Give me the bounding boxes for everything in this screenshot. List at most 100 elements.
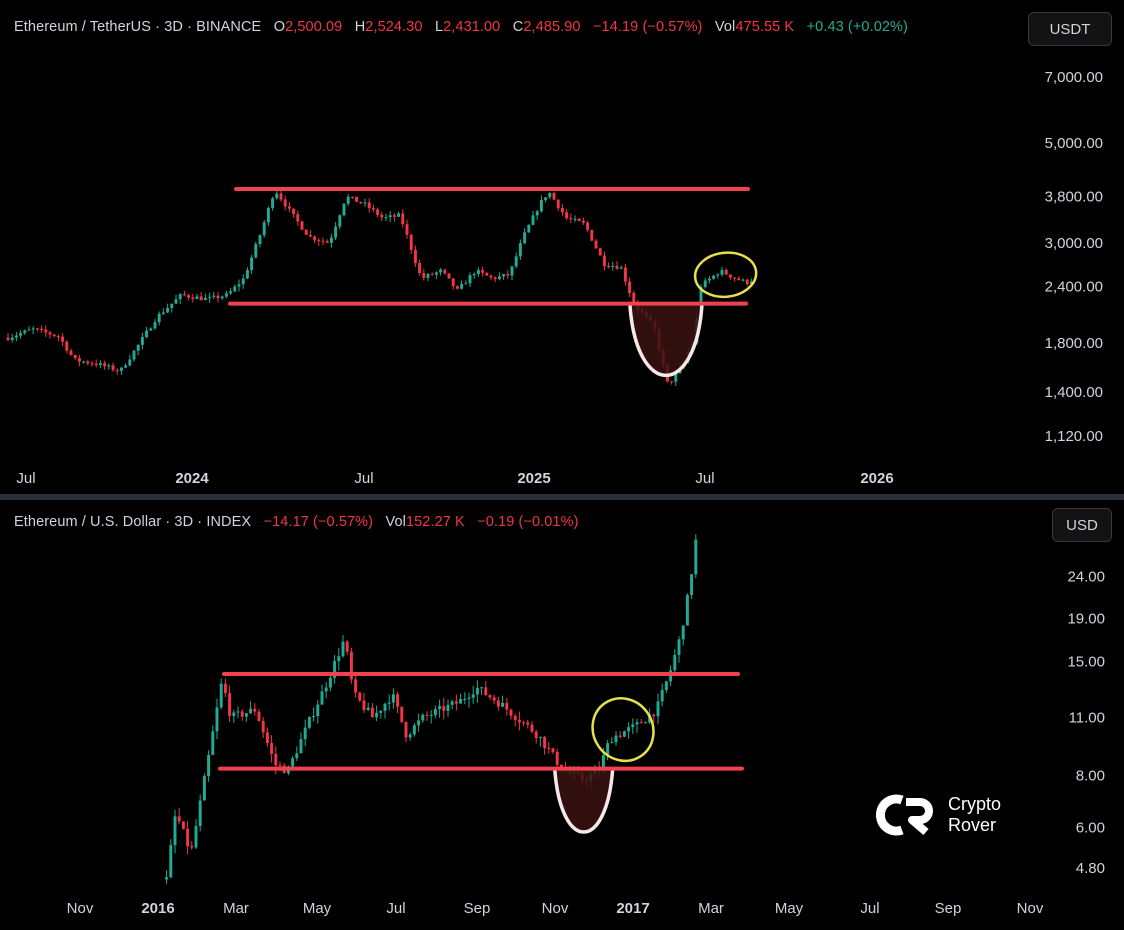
candle-body <box>454 701 458 704</box>
candle-body <box>522 722 526 724</box>
y-tick-label: 2,400.00 <box>1045 279 1103 296</box>
top-symbol[interactable]: Ethereum / TetherUS · 3D · BINANCE <box>14 19 262 35</box>
candle-body <box>115 369 119 371</box>
x-tick-label: Jul <box>860 900 879 917</box>
logo-text: Crypto Rover <box>948 794 1001 836</box>
candle-body <box>359 201 363 204</box>
candle-body <box>460 283 464 289</box>
candle-body <box>485 272 489 276</box>
y-tick-label: 15.00 <box>1067 653 1105 670</box>
bottom-symbol[interactable]: Ethereum / U.S. Dollar · 3D · INDEX <box>14 514 252 530</box>
candle-body <box>607 266 611 268</box>
candle-body <box>316 704 320 717</box>
high-value: 2,524.30 <box>365 19 423 35</box>
candle-body <box>350 196 354 198</box>
candle-body <box>555 751 559 765</box>
candle-body <box>325 241 329 243</box>
candle-body <box>44 329 48 333</box>
logo-line-1: Crypto <box>948 794 1002 814</box>
candle-body <box>656 701 660 717</box>
candle-body <box>233 286 237 292</box>
candle-body <box>527 224 531 233</box>
candle-body <box>181 821 185 829</box>
candle-body <box>577 218 581 221</box>
currency-button-usdt[interactable]: USDT <box>1028 12 1112 46</box>
candle-body <box>569 218 573 220</box>
candle-body <box>614 735 618 743</box>
candle-body <box>187 295 191 298</box>
candle-body <box>274 753 278 766</box>
candle-body <box>265 732 269 744</box>
volume-label: Vol <box>714 19 736 35</box>
candle-body <box>157 313 161 323</box>
candle-body <box>535 211 539 216</box>
candle-body <box>586 222 590 230</box>
candle-body <box>35 328 39 330</box>
candle-body <box>165 877 169 880</box>
y-tick-label: 4.80 <box>1076 860 1105 877</box>
y-tick-label: 24.00 <box>1067 568 1105 585</box>
candle-body <box>510 266 514 276</box>
pane-divider[interactable] <box>0 494 1124 500</box>
candle-body <box>443 269 447 274</box>
highlight-circle <box>693 251 758 299</box>
candle-body <box>401 213 405 225</box>
candle-body <box>283 199 287 207</box>
candle-body <box>229 291 233 294</box>
candle-body <box>346 196 350 204</box>
candle-body <box>618 735 622 737</box>
candle-body <box>291 758 295 767</box>
y-tick-label: 19.00 <box>1067 611 1105 628</box>
x-tick-label: Mar <box>698 900 724 917</box>
x-tick-label: May <box>303 900 332 917</box>
candle-body <box>23 330 27 334</box>
candle-body <box>362 700 366 710</box>
candle-body <box>194 826 198 848</box>
low-value: 2,431.00 <box>443 19 501 35</box>
candle-body <box>421 714 425 721</box>
candle-body <box>397 213 401 217</box>
x-tick-label: 2017 <box>616 900 649 917</box>
y-tick-label: 8.00 <box>1076 767 1105 784</box>
candle-body <box>278 765 282 767</box>
candle-body <box>287 206 291 209</box>
x-tick-label: Nov <box>67 900 94 917</box>
candle-body <box>463 698 467 700</box>
candle-body <box>594 240 598 249</box>
candle-body <box>333 661 337 678</box>
bottom-chart-panel[interactable]: 24.00 19.00 15.00 11.00 8.00 6.00 4.80 Nov 2016 M… <box>0 500 1124 930</box>
candle-body <box>303 727 307 740</box>
candle-body <box>664 681 668 691</box>
candle-body <box>471 694 475 698</box>
candle-body <box>173 816 177 846</box>
bottom-chart-canvas[interactable]: 24.00 19.00 15.00 11.00 8.00 6.00 4.80 Nov 2016 M… <box>0 500 1124 930</box>
top-chart-canvas[interactable]: 7,000.00 5,000.00 3,800.00 3,000.00 2,400.00… <box>0 0 1124 494</box>
candle-body <box>429 714 433 716</box>
top-chart-panel[interactable]: 7,000.00 5,000.00 3,800.00 3,000.00 2,400.00… <box>0 0 1124 494</box>
candle-body <box>19 333 23 336</box>
candle-body <box>241 278 245 285</box>
candle-body <box>249 708 253 714</box>
candle-body <box>215 707 219 732</box>
candle-body <box>334 226 338 238</box>
candle-body <box>275 193 279 199</box>
candle-body <box>190 845 194 848</box>
candle-body <box>216 295 220 299</box>
candle-body <box>400 706 404 723</box>
candle-body <box>430 274 434 276</box>
candle-body <box>86 361 90 364</box>
candle-body <box>270 743 274 754</box>
candle-body <box>207 754 211 777</box>
currency-button-usd[interactable]: USD <box>1052 508 1112 542</box>
candle-body <box>488 695 492 698</box>
x-tick-label: Mar <box>223 900 249 917</box>
candle-body <box>312 716 316 718</box>
candle-body <box>307 717 311 728</box>
candle-body <box>703 280 707 288</box>
candle-body <box>442 706 446 711</box>
candle-body <box>643 722 647 724</box>
candle-body <box>224 293 228 297</box>
candle-body <box>366 707 370 710</box>
candle-body <box>182 294 186 296</box>
candle-body <box>513 715 517 721</box>
